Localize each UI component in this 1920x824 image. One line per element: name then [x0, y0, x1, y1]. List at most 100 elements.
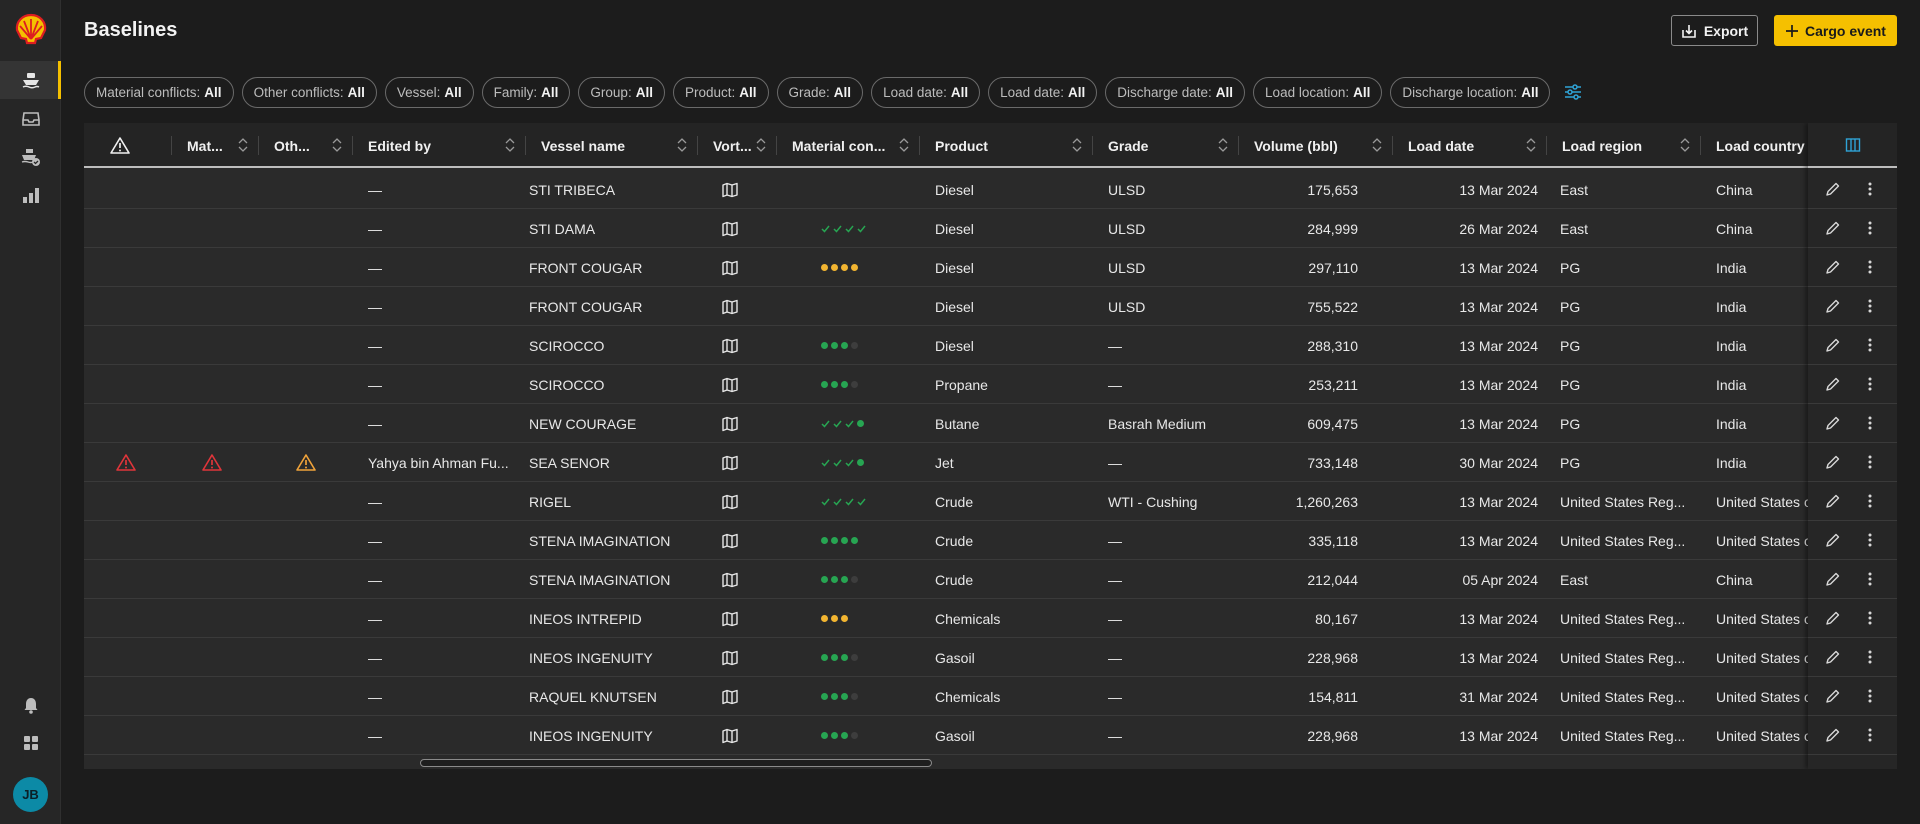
column-header[interactable]: Product: [919, 123, 1092, 168]
more-button[interactable]: [1862, 454, 1878, 470]
column-settings[interactable]: [1808, 123, 1897, 168]
table-row[interactable]: — STI TRIBECA Diesel ULSD 175,653 13 Mar 2024…: [84, 170, 1897, 209]
export-button[interactable]: Export: [1671, 15, 1758, 46]
filter-chip[interactable]: Grade: All: [776, 76, 864, 108]
column-header[interactable]: Mat...: [171, 123, 258, 168]
edit-button[interactable]: [1825, 415, 1841, 431]
filter-chip[interactable]: Discharge date: All: [1105, 76, 1246, 108]
filter-chip[interactable]: Load date: All: [988, 76, 1098, 108]
column-header[interactable]: Load country: [1700, 123, 1850, 168]
more-button[interactable]: [1862, 337, 1878, 353]
filter-chip[interactable]: Family: All: [481, 76, 571, 108]
more-button[interactable]: [1862, 571, 1878, 587]
more-button[interactable]: [1862, 259, 1878, 275]
column-header[interactable]: Load region: [1546, 123, 1700, 168]
edit-button[interactable]: [1825, 259, 1841, 275]
more-button[interactable]: [1862, 610, 1878, 626]
avatar[interactable]: JB: [13, 777, 48, 812]
edit-button[interactable]: [1825, 454, 1841, 470]
map-icon[interactable]: [722, 182, 738, 198]
more-button[interactable]: [1862, 688, 1878, 704]
table-row[interactable]: — STENA IMAGINATION Crude — 212,044 05 Apr 20…: [84, 560, 1897, 599]
more-button[interactable]: [1862, 415, 1878, 431]
more-button[interactable]: [1862, 493, 1878, 509]
column-header[interactable]: Material con...: [776, 123, 919, 168]
column-header[interactable]: Grade: [1092, 123, 1238, 168]
nav-notifications[interactable]: [0, 686, 61, 724]
column-header[interactable]: Load date: [1392, 123, 1546, 168]
conflict-cell: [84, 170, 171, 209]
edit-button[interactable]: [1825, 610, 1841, 626]
table-row[interactable]: — STENA IMAGINATION Crude — 335,118 13 Mar 20…: [84, 521, 1897, 560]
filter-chip[interactable]: Load location: All: [1253, 76, 1383, 108]
table-row[interactable]: Yahya bin Ahman Fu... SEA SENOR Jet — 733,14…: [84, 443, 1897, 482]
edit-button[interactable]: [1825, 688, 1841, 704]
map-icon[interactable]: [722, 455, 738, 471]
table-row[interactable]: — INEOS INTREPID Chemicals — 80,167 13 Mar 20…: [84, 599, 1897, 638]
filter-chip[interactable]: Vessel: All: [384, 76, 474, 108]
filter-chip[interactable]: Discharge location: All: [1390, 76, 1551, 108]
cargo-event-button[interactable]: Cargo event: [1774, 15, 1897, 46]
map-icon[interactable]: [722, 533, 738, 549]
map-icon[interactable]: [722, 260, 738, 276]
grade-cell-text: —: [1108, 727, 1122, 744]
nav-apps[interactable]: [0, 724, 61, 762]
more-button[interactable]: [1862, 376, 1878, 392]
map-icon[interactable]: [722, 377, 738, 393]
more-button[interactable]: [1862, 298, 1878, 314]
more-button[interactable]: [1862, 727, 1878, 743]
table-row[interactable]: — SCIROCCO Diesel — 288,310 13 Mar 2024 PG Indi…: [84, 326, 1897, 365]
filter-chip[interactable]: Other conflicts: All: [241, 76, 377, 108]
nav-reports[interactable]: [0, 176, 61, 214]
edit-button[interactable]: [1825, 571, 1841, 587]
column-header[interactable]: Oth...: [258, 123, 352, 168]
map-icon[interactable]: [722, 611, 738, 627]
table-row[interactable]: — FRONT COUGAR Diesel ULSD 755,522 13 Mar 202…: [84, 287, 1897, 326]
more-button[interactable]: [1862, 532, 1878, 548]
filter-chip[interactable]: Material conflicts: All: [84, 76, 234, 108]
column-header[interactable]: Vessel name: [525, 123, 697, 168]
table-row[interactable]: — RIGEL Crude WTI - Cushing 1,260,263 13 Mar …: [84, 482, 1897, 521]
table-row[interactable]: — STI DAMA Diesel ULSD 284,999 26 Mar 2024 Eas…: [84, 209, 1897, 248]
map-icon[interactable]: [722, 299, 738, 315]
edit-button[interactable]: [1825, 337, 1841, 353]
edit-button[interactable]: [1825, 493, 1841, 509]
more-button[interactable]: [1862, 181, 1878, 197]
edit-button[interactable]: [1825, 727, 1841, 743]
nav-inbox[interactable]: [0, 100, 61, 138]
nav-vessels[interactable]: [0, 61, 61, 99]
table-row[interactable]: — RAQUEL KNUTSEN Chemicals — 154,811 31 Mar 2…: [84, 677, 1897, 716]
shell-logo-icon[interactable]: [14, 13, 48, 45]
map-icon[interactable]: [722, 338, 738, 354]
edit-button[interactable]: [1825, 376, 1841, 392]
filter-chip[interactable]: Group: All: [578, 76, 665, 108]
filter-chip[interactable]: Product: All: [672, 76, 769, 108]
map-icon[interactable]: [722, 416, 738, 432]
map-icon[interactable]: [722, 494, 738, 510]
edit-button[interactable]: [1825, 532, 1841, 548]
table-row[interactable]: — INEOS INGENUITY Gasoil — 228,968 13 Mar 202…: [84, 716, 1897, 755]
column-header[interactable]: Vort...: [697, 123, 776, 168]
map-icon[interactable]: [722, 728, 738, 744]
more-button[interactable]: [1862, 649, 1878, 665]
map-icon[interactable]: [722, 221, 738, 237]
map-icon[interactable]: [722, 572, 738, 588]
horizontal-scrollbar[interactable]: [420, 759, 932, 767]
table-row[interactable]: — NEW COURAGE Butane Basrah Medium 609,475 13…: [84, 404, 1897, 443]
more-button[interactable]: [1862, 220, 1878, 236]
column-header[interactable]: Edited by: [352, 123, 525, 168]
map-icon[interactable]: [722, 650, 738, 666]
column-header[interactable]: Volume (bbl): [1238, 123, 1392, 168]
nav-shipments[interactable]: [0, 138, 61, 176]
map-icon[interactable]: [722, 689, 738, 705]
column-header[interactable]: [84, 123, 171, 168]
filter-chip[interactable]: Load date: All: [871, 76, 981, 108]
table-row[interactable]: — FRONT COUGAR Diesel ULSD 297,110 13 Mar 202…: [84, 248, 1897, 287]
edit-button[interactable]: [1825, 181, 1841, 197]
edit-button[interactable]: [1825, 649, 1841, 665]
edit-button[interactable]: [1825, 220, 1841, 236]
table-row[interactable]: — SCIROCCO Propane — 253,211 13 Mar 2024 PG Ind…: [84, 365, 1897, 404]
edit-button[interactable]: [1825, 298, 1841, 314]
filter-settings-button[interactable]: [1562, 81, 1584, 103]
table-row[interactable]: — INEOS INGENUITY Gasoil — 228,968 13 Mar 202…: [84, 638, 1897, 677]
